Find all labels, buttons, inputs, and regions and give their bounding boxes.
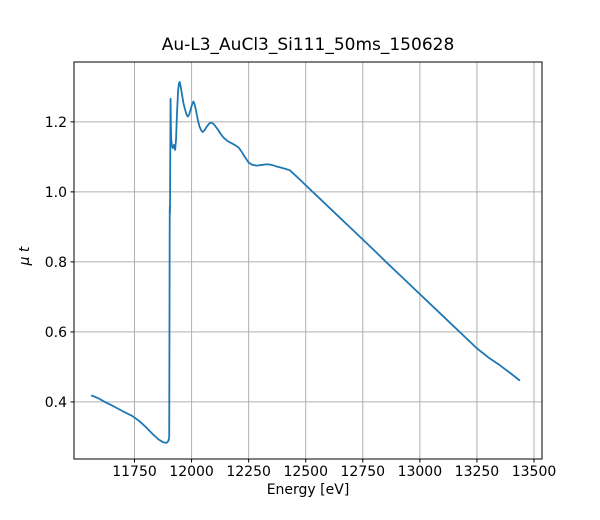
y-tick-label: 1.2 (45, 115, 67, 131)
y-tick-label: 0.6 (45, 325, 67, 341)
y-tick-label: 1.0 (45, 185, 67, 201)
y-axis-label: μ t (17, 246, 33, 266)
x-tick-label: 12250 (226, 464, 271, 480)
x-tick-label: 13500 (512, 464, 557, 480)
axes-frame (73, 61, 543, 460)
x-tick-label: 13000 (398, 464, 443, 480)
x-tick-label: 13250 (455, 464, 500, 480)
x-tick-label: 12500 (283, 464, 328, 480)
x-tick-label: 11750 (112, 464, 157, 480)
chart-title: Au-L3_AuCl3_Si111_50ms_150628 (161, 35, 455, 55)
data-line (90, 81, 521, 444)
x-tick-label: 12750 (341, 464, 386, 480)
y-tick-label: 0.8 (45, 255, 67, 271)
y-tick-label: 0.4 (45, 395, 67, 411)
x-tick-label: 12000 (169, 464, 214, 480)
x-axis-label: Energy [eV] (266, 482, 350, 498)
